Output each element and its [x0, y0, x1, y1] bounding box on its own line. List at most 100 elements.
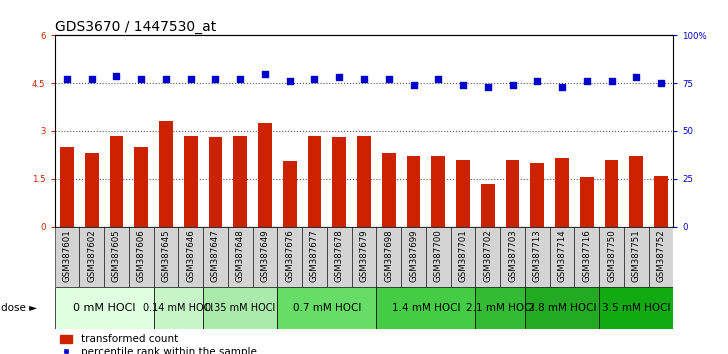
FancyBboxPatch shape [104, 227, 129, 287]
Text: GSM387679: GSM387679 [360, 230, 368, 282]
Bar [60, 147, 74, 227]
FancyBboxPatch shape [203, 287, 277, 329]
Point [86, 76, 98, 82]
Bar [605, 160, 618, 227]
FancyBboxPatch shape [550, 227, 574, 287]
FancyBboxPatch shape [55, 287, 154, 329]
Text: GSM387649: GSM387649 [261, 230, 269, 282]
Text: GSM387716: GSM387716 [582, 230, 591, 282]
FancyBboxPatch shape [525, 287, 599, 329]
FancyBboxPatch shape [401, 227, 426, 287]
Point [581, 79, 593, 84]
Text: GSM387648: GSM387648 [236, 230, 245, 282]
FancyBboxPatch shape [178, 227, 203, 287]
Bar [357, 136, 371, 227]
FancyBboxPatch shape [624, 227, 649, 287]
FancyBboxPatch shape [376, 227, 401, 287]
Point [160, 76, 172, 82]
Text: GSM387702: GSM387702 [483, 230, 492, 282]
FancyBboxPatch shape [500, 227, 525, 287]
Point [408, 82, 419, 88]
Text: GSM387703: GSM387703 [508, 230, 517, 282]
Bar [407, 156, 420, 227]
Point [111, 73, 122, 78]
Bar [159, 121, 173, 227]
Text: GSM387750: GSM387750 [607, 230, 616, 282]
Text: GSM387713: GSM387713 [533, 230, 542, 282]
Point [210, 76, 221, 82]
Text: GSM387647: GSM387647 [211, 230, 220, 282]
FancyBboxPatch shape [203, 227, 228, 287]
FancyBboxPatch shape [475, 227, 500, 287]
Text: GSM387699: GSM387699 [409, 230, 418, 282]
FancyBboxPatch shape [228, 227, 253, 287]
Text: GSM387751: GSM387751 [632, 230, 641, 282]
FancyBboxPatch shape [352, 227, 376, 287]
Point [432, 76, 444, 82]
Bar [654, 176, 668, 227]
Bar [85, 153, 98, 227]
Point [284, 79, 296, 84]
Point [630, 75, 642, 80]
Legend: transformed count, percentile rank within the sample: transformed count, percentile rank withi… [60, 335, 256, 354]
Text: 0 mM HOCl: 0 mM HOCl [73, 303, 135, 313]
FancyBboxPatch shape [277, 287, 376, 329]
Text: GDS3670 / 1447530_at: GDS3670 / 1447530_at [55, 19, 215, 34]
Text: GSM387606: GSM387606 [137, 230, 146, 282]
Bar [283, 161, 296, 227]
Point [234, 76, 246, 82]
Text: GSM387676: GSM387676 [285, 230, 294, 282]
Text: 1.4 mM HOCl: 1.4 mM HOCl [392, 303, 460, 313]
Bar [630, 156, 643, 227]
Text: 2.1 mM HOCl: 2.1 mM HOCl [466, 303, 534, 313]
Text: 2.8 mM HOCl: 2.8 mM HOCl [528, 303, 596, 313]
FancyBboxPatch shape [475, 287, 525, 329]
Bar [333, 137, 346, 227]
Bar [382, 153, 395, 227]
Point [185, 76, 197, 82]
Text: dose ►: dose ► [1, 303, 38, 313]
Bar [531, 163, 544, 227]
FancyBboxPatch shape [376, 287, 475, 329]
Point [61, 76, 73, 82]
Bar [110, 136, 123, 227]
Bar [135, 147, 148, 227]
FancyBboxPatch shape [277, 227, 302, 287]
Text: GSM387645: GSM387645 [162, 230, 170, 282]
Bar [184, 136, 197, 227]
FancyBboxPatch shape [302, 227, 327, 287]
Point [383, 76, 395, 82]
FancyBboxPatch shape [154, 227, 178, 287]
Text: GSM387605: GSM387605 [112, 230, 121, 282]
Text: GSM387714: GSM387714 [558, 230, 566, 282]
Text: GSM387646: GSM387646 [186, 230, 195, 282]
Text: GSM387677: GSM387677 [310, 230, 319, 282]
Bar [481, 183, 494, 227]
FancyBboxPatch shape [574, 227, 599, 287]
Bar [258, 123, 272, 227]
FancyBboxPatch shape [649, 227, 673, 287]
FancyBboxPatch shape [154, 287, 203, 329]
Point [135, 76, 147, 82]
Text: GSM387601: GSM387601 [63, 230, 71, 282]
Text: GSM387701: GSM387701 [459, 230, 467, 282]
Bar [555, 158, 569, 227]
Bar [580, 177, 593, 227]
FancyBboxPatch shape [599, 287, 673, 329]
Bar [209, 137, 222, 227]
Bar [456, 160, 470, 227]
Point [333, 75, 345, 80]
Text: GSM387700: GSM387700 [434, 230, 443, 282]
Point [606, 79, 617, 84]
FancyBboxPatch shape [55, 227, 79, 287]
Bar [506, 160, 519, 227]
Point [556, 84, 568, 90]
Point [482, 84, 494, 90]
Point [457, 82, 469, 88]
Text: GSM387602: GSM387602 [87, 230, 96, 282]
FancyBboxPatch shape [253, 227, 277, 287]
FancyBboxPatch shape [426, 227, 451, 287]
Point [309, 76, 320, 82]
FancyBboxPatch shape [327, 227, 352, 287]
Bar [432, 156, 445, 227]
